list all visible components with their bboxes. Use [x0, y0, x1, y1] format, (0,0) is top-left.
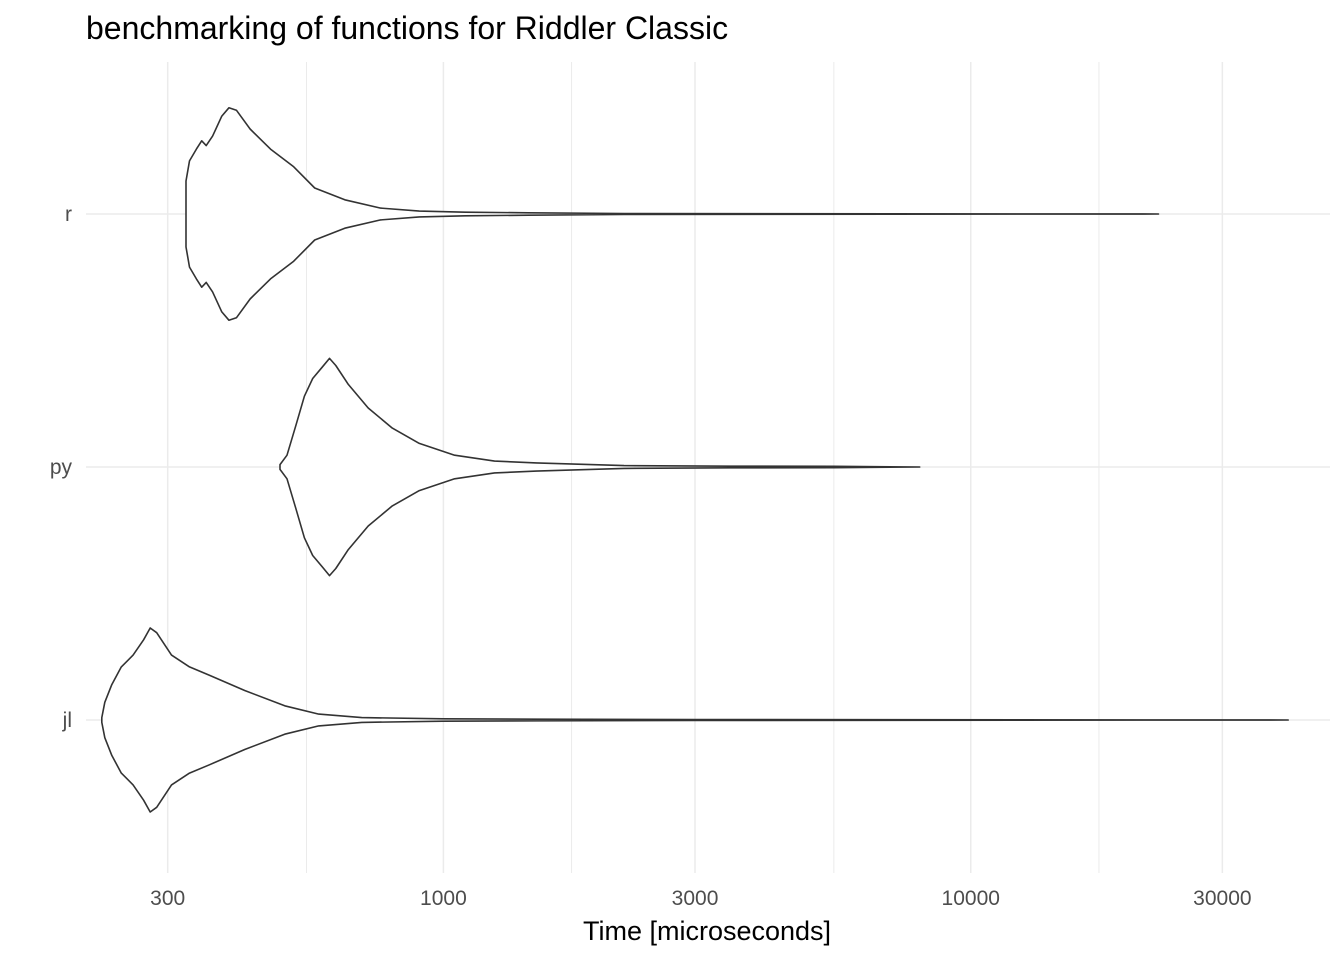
chart-title: benchmarking of functions for Riddler Cl…: [86, 10, 729, 46]
y-tick-label: r: [65, 203, 72, 226]
x-tick-label: 3000: [672, 887, 719, 910]
x-tick-label: 300: [150, 887, 185, 910]
x-tick-label: 10000: [942, 887, 1000, 910]
axis-labels: 300 1000 3000 10000 30000 r py jl: [50, 203, 1252, 910]
violin-py: [279, 357, 921, 577]
violins: [101, 107, 1289, 813]
x-tick-label: 30000: [1193, 887, 1251, 910]
violin-jl: [101, 627, 1289, 813]
x-axis-title: Time [microseconds]: [583, 916, 831, 946]
y-tick-label: jl: [62, 709, 72, 732]
x-tick-label: 1000: [420, 887, 467, 910]
violin-r: [185, 107, 1160, 321]
y-tick-label: py: [50, 456, 73, 479]
